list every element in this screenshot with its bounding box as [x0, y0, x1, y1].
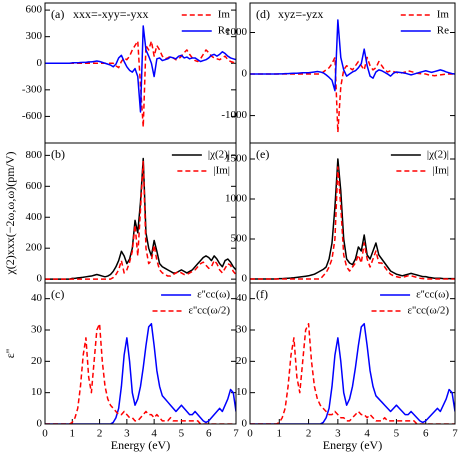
- y-tick-label: 40: [31, 292, 43, 304]
- legend-label: |χ(2)|: [208, 149, 230, 161]
- y-tick-label: 10: [31, 386, 43, 398]
- y-tick-label: 0: [242, 273, 248, 285]
- y-tick-label: 0: [242, 418, 248, 430]
- y-tick-label: 1500: [225, 153, 248, 165]
- series-line: [250, 56, 455, 133]
- y-tick-label: 0: [242, 68, 248, 80]
- y-tick-label: 1000: [225, 193, 248, 205]
- y-tick-label: 30: [236, 324, 248, 336]
- x-tick-label: 1: [70, 428, 76, 440]
- series-line: [45, 40, 236, 128]
- y-tick-label: 500: [231, 233, 248, 245]
- series-line: [250, 322, 455, 424]
- x-tick-label: 7: [452, 428, 458, 440]
- panel-label: (a): [51, 7, 64, 21]
- panel-label: (e): [256, 147, 269, 161]
- plot-area: [250, 158, 455, 280]
- panel-label: (b): [51, 147, 65, 161]
- x-tick-label: 1: [277, 428, 283, 440]
- panel-frame: [249, 282, 456, 425]
- annotation: xyz=-yzx: [278, 7, 323, 21]
- plot-area: [45, 322, 236, 424]
- legend-label: Im: [218, 9, 231, 21]
- y-tick-label: 0: [37, 57, 43, 69]
- x-axis-title: Energy (eV): [323, 438, 382, 452]
- x-tick-label: 6: [206, 428, 212, 440]
- series-line: [45, 322, 236, 424]
- plot-area: [250, 322, 455, 424]
- legend-label: ε''cc(ω/2): [189, 305, 231, 317]
- y-tick-label: 30: [31, 324, 43, 336]
- series-line: [45, 160, 236, 280]
- series-line: [250, 166, 455, 280]
- legend-label: ε''cc(ω): [416, 289, 449, 301]
- plot-area: [250, 19, 455, 133]
- legend-label: |Im|: [213, 165, 230, 177]
- y-tick-label: 0: [37, 273, 43, 285]
- legend-label: |Im|: [432, 165, 449, 177]
- y-axis-title: ε'': [3, 349, 17, 358]
- y-tick-label: -1000: [221, 109, 247, 121]
- x-tick-label: 4: [364, 428, 370, 440]
- legend-label: Re: [437, 25, 449, 37]
- annotation: xxx=-xyy=-yxx: [73, 7, 149, 21]
- x-tick-label: 5: [394, 428, 400, 440]
- panel-frame: [44, 282, 237, 425]
- x-tick-label: 2: [97, 428, 103, 440]
- y-tick-label: 200: [26, 242, 43, 254]
- series-line: [45, 322, 236, 424]
- y-tick-label: 20: [31, 355, 43, 367]
- y-tick-label: -300: [22, 83, 43, 95]
- plot-area: [45, 157, 236, 280]
- y-tick-label: 1000: [225, 26, 248, 38]
- x-tick-label: 0: [247, 428, 253, 440]
- x-tick-label: 3: [335, 428, 341, 440]
- legend-label: ε''cc(ω): [197, 289, 230, 301]
- y-tick-label: 300: [26, 30, 43, 42]
- legend-label: Im: [437, 9, 450, 21]
- series-line: [45, 25, 236, 113]
- legend-label: |χ(2)|: [427, 149, 449, 161]
- y-tick-label: 20: [236, 355, 248, 367]
- series-line: [250, 19, 455, 92]
- panel-label: (c): [51, 287, 64, 301]
- panel-label: (f): [256, 287, 268, 301]
- legend-label: Re: [218, 25, 230, 37]
- panel-frame: [249, 142, 456, 284]
- y-tick-label: 600: [26, 4, 43, 16]
- x-tick-label: 0: [42, 428, 48, 440]
- x-tick-label: 4: [151, 428, 157, 440]
- y-tick-label: 400: [26, 211, 43, 223]
- x-tick-label: 7: [233, 428, 239, 440]
- y-tick-label: 0: [37, 418, 43, 430]
- series-line: [250, 158, 455, 280]
- x-tick-label: 6: [423, 428, 429, 440]
- x-tick-label: 2: [306, 428, 312, 440]
- y-tick-label: -600: [22, 110, 43, 122]
- series-line: [250, 322, 455, 424]
- y-tick-label: 10: [236, 386, 248, 398]
- panel-label: (d): [256, 7, 270, 21]
- y-tick-label: 40: [236, 292, 248, 304]
- y-tick-label: 800: [26, 149, 43, 161]
- y-tick-label: 600: [26, 180, 43, 192]
- x-axis-title: Energy (eV): [111, 438, 170, 452]
- panel-frame: [44, 2, 237, 144]
- y-axis-title: χ(2)xxx(−2ω,ω,ω)(pm/V): [3, 151, 17, 275]
- plot-area: [45, 25, 236, 128]
- x-tick-label: 3: [124, 428, 130, 440]
- panel-frame: [249, 2, 456, 144]
- x-tick-label: 5: [179, 428, 185, 440]
- legend-label: ε''cc(ω/2): [408, 305, 450, 317]
